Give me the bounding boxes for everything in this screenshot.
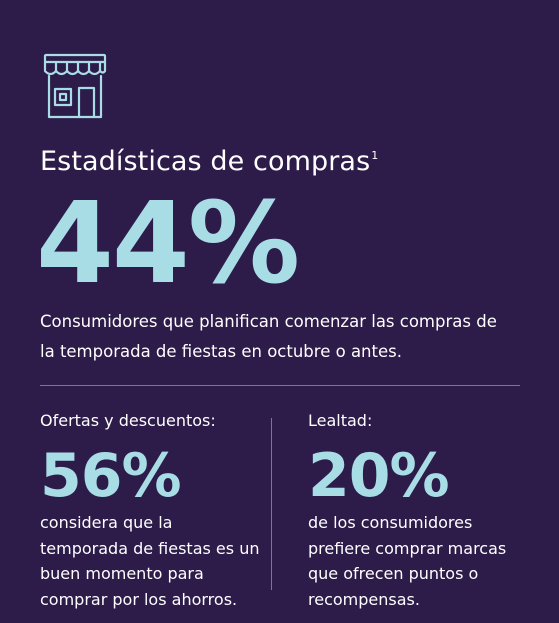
title-text: Estadísticas de compras xyxy=(40,146,371,177)
page-title: Estadísticas de compras1 xyxy=(40,146,378,177)
horizontal-divider xyxy=(40,385,520,386)
stat-description: de los consumidores prefiere comprar mar… xyxy=(308,513,507,609)
headline-stat-value: 44% xyxy=(36,179,300,309)
stat-value: 56% xyxy=(40,441,182,511)
stat-column-deals: Ofertas y descuentos: 56% considera que … xyxy=(40,410,260,612)
stat-label: Lealtad: xyxy=(308,411,373,430)
headline-stat-description: Consumidores que planifican comenzar las… xyxy=(40,312,497,361)
stat-value: 20% xyxy=(308,441,450,511)
storefront-icon xyxy=(43,53,107,119)
stat-description: considera que la temporada de fiestas es… xyxy=(40,513,260,609)
stat-column-loyalty: Lealtad: 20% de los consumidores prefier… xyxy=(308,410,538,612)
footnote-marker: 1 xyxy=(371,149,379,162)
stat-label: Ofertas y descuentos: xyxy=(40,411,216,430)
vertical-divider xyxy=(271,418,272,590)
